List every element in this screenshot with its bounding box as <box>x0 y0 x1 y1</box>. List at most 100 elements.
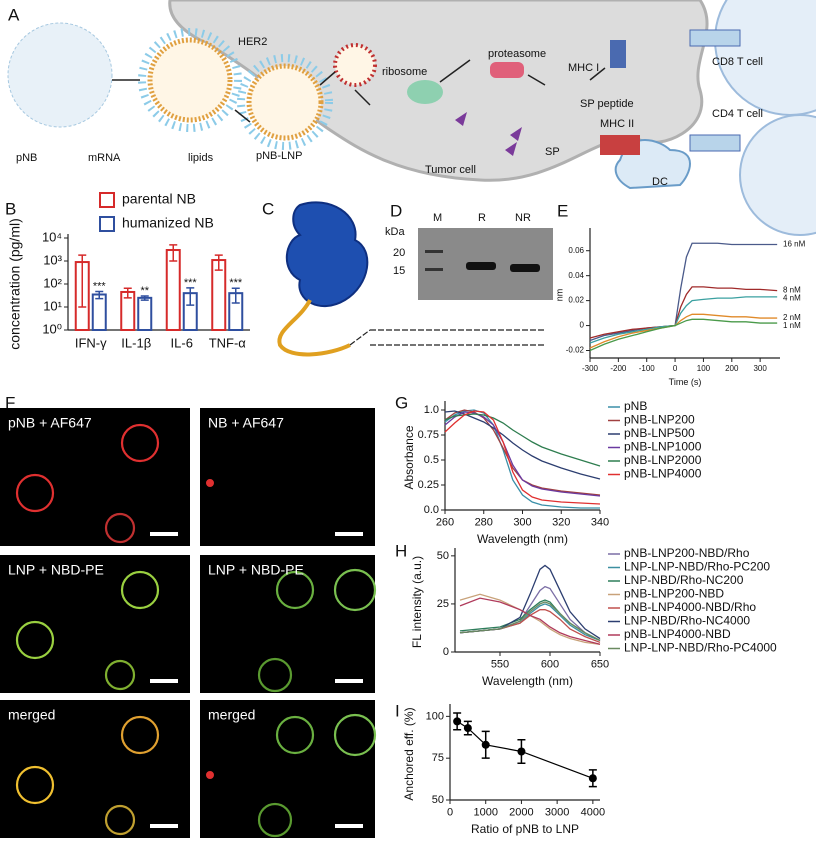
y-tick-label: -0.02 <box>566 346 585 355</box>
error-bar <box>123 287 132 299</box>
vesicle <box>206 479 214 487</box>
legend-label: LNP-NBD/Rho-NC4000 <box>624 614 750 628</box>
legend-label: pNB-LNP200 <box>624 413 695 427</box>
panel-f: F pNB + AF647 NB + AF647 LNP + NBD-PE LNP +… <box>0 393 377 838</box>
marker-label: 15 <box>393 265 405 277</box>
image-label: pNB + AF647 <box>8 415 92 431</box>
protein-structure <box>285 201 369 307</box>
label: proteasome <box>488 48 546 60</box>
label: CD4 T cell <box>712 108 763 120</box>
vesicle <box>333 713 377 757</box>
micrograph <box>0 408 190 546</box>
x-tick-label: 280 <box>475 517 493 529</box>
label: mRNA <box>88 152 121 164</box>
x-tick-label: 200 <box>725 364 739 373</box>
y-tick-label: 0.25 <box>418 479 439 491</box>
label: pNB <box>16 152 37 164</box>
vesicle <box>120 423 160 463</box>
x-axis-title: Wavelength (nm) <box>477 532 568 546</box>
x-tick-label: 4000 <box>581 807 605 819</box>
image-label: NB + AF647 <box>208 415 284 431</box>
legend-label: LNP-LNP-NBD/Rho-PC200 <box>624 560 770 574</box>
point <box>517 747 526 756</box>
significance: *** <box>184 277 198 289</box>
series-line <box>459 609 601 643</box>
x-tick-label: 650 <box>591 659 609 671</box>
x-axis-title: Ratio of pNB to LNP <box>471 822 579 836</box>
y-tick-label: 10⁰ <box>42 321 62 336</box>
y-tick-label: 0.02 <box>568 296 584 305</box>
error-bar <box>140 295 149 301</box>
x-tick-label: 320 <box>552 517 570 529</box>
legend-label: LNP-LNP-NBD/Rho-PC4000 <box>624 641 777 655</box>
y-tick-label: 0.06 <box>568 246 584 255</box>
y-tick-label: 10¹ <box>43 298 62 313</box>
point <box>453 717 462 726</box>
y-tick-label: 0.5 <box>424 454 439 466</box>
vesicle <box>15 620 55 660</box>
legend-label: LNP-NBD/Rho-NC200 <box>624 573 744 587</box>
legend-swatch <box>99 192 115 208</box>
panel-label: H <box>395 541 407 560</box>
endosome <box>333 43 377 87</box>
label: lipids <box>188 152 214 164</box>
pnb-lnp-spikes <box>237 54 333 150</box>
series-line <box>444 409 601 496</box>
x-tick-label: IFN-γ <box>75 335 107 350</box>
vesicle <box>333 568 377 612</box>
series-label: 16 nM <box>783 240 806 249</box>
point <box>588 774 597 783</box>
error-bar <box>169 244 178 262</box>
error-bar <box>231 287 240 304</box>
y-tick-label: 50 <box>437 550 449 562</box>
legend-label: pNB-LNP4000-NBD/Rho <box>624 600 756 614</box>
unit: kDa <box>385 226 405 238</box>
y-tick-label: 0 <box>443 646 449 658</box>
proteasome-shape <box>490 62 524 78</box>
legend-label: parental NB <box>122 191 196 207</box>
x-tick-label: 0 <box>673 364 678 373</box>
micrograph <box>0 555 190 693</box>
mhc-i <box>610 40 626 68</box>
arrows <box>112 59 606 123</box>
series-line <box>589 313 778 349</box>
band <box>425 250 443 253</box>
linker <box>277 299 351 357</box>
lnp-pnb <box>138 28 242 132</box>
legend-label: humanized NB <box>122 215 214 231</box>
y-tick-label: 1.0 <box>424 404 439 416</box>
x-tick-label: 600 <box>541 659 559 671</box>
x-tick-label: -300 <box>582 364 599 373</box>
chart: B 10⁰ 10¹ 10² 10³ 10⁴ concentration (pg/ml) IFN… <box>5 191 250 350</box>
series-label: 1 nM <box>783 321 801 330</box>
bar <box>137 296 153 331</box>
y-tick-label: 75 <box>432 752 444 764</box>
marker-label: 20 <box>393 247 405 259</box>
vesicle <box>15 473 55 513</box>
chart: G 0.0 0.25 0.5 0.75 1.0 260 280 300 320 340 Wavelen… <box>395 393 702 545</box>
legend-label: pNB-LNP2000 <box>624 453 702 467</box>
series-line <box>589 242 778 342</box>
micrograph <box>0 700 190 838</box>
series-line <box>589 286 778 339</box>
x-tick-label: 300 <box>753 364 767 373</box>
y-tick-label: 50 <box>432 794 444 806</box>
point <box>481 740 490 749</box>
x-tick-label: -200 <box>610 364 627 373</box>
bar <box>165 249 181 331</box>
vesicle <box>104 512 136 544</box>
x-tick-label: 3000 <box>545 807 569 819</box>
vesicle <box>104 659 136 691</box>
lane-label: M <box>433 212 442 224</box>
vesicle <box>120 715 160 755</box>
chart: H 0 25 50 550 600 650 Wavelength (nm) FL intensi… <box>395 541 777 687</box>
vesicle <box>120 570 160 610</box>
lane-label: R <box>478 212 486 224</box>
series-line <box>459 601 601 642</box>
lnp <box>147 37 233 123</box>
x-tick-label: 2000 <box>509 807 533 819</box>
x-tick-label: -100 <box>639 364 656 373</box>
label: DC <box>652 176 668 188</box>
tcr-cd4 <box>689 134 741 152</box>
